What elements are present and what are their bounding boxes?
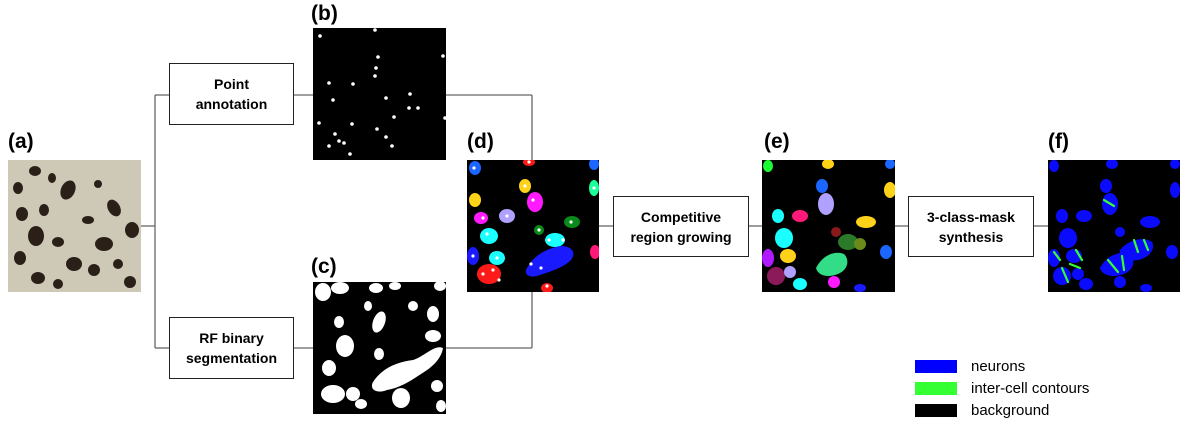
legend-label-neurons: neurons [971,357,1026,375]
region-growing-line1: Competitive [640,208,722,225]
region-growing-box: Competitive region growing [613,196,749,257]
seeded-regions-image [467,160,599,292]
mask-synthesis-line2: synthesis [938,228,1004,245]
instance-segmentation-image [762,160,895,292]
point-annotation-image [313,28,446,160]
rf-segmentation-line2: segmentation [185,350,277,366]
panel-label-e: (e) [764,130,790,153]
point-annotation-line1: Point [213,76,249,92]
rf-segmentation-line1: RF binary [199,330,264,346]
mask-synthesis-box: 3-class-mask synthesis [908,196,1034,257]
legend-label-contours: inter-cell contours [971,379,1090,397]
panel-label-d: (d) [467,130,494,153]
panel-label-b: (b) [311,2,338,25]
three-class-mask-image [1048,160,1180,292]
legend-item-neurons: neurons [915,357,1025,375]
panel-label-a: (a) [8,130,34,153]
legend-swatch-background [915,403,957,417]
legend-swatch-neurons [915,359,957,373]
mask-synthesis-line1: 3-class-mask [927,208,1015,225]
panel-label-f: (f) [1048,130,1069,153]
microscopy-image [8,160,141,292]
point-annotation-box: Point annotation [169,63,294,125]
rf-segmentation-box: RF binary segmentation [169,317,294,379]
binary-segmentation-image [313,282,446,414]
legend-item-background: background [915,401,1049,419]
region-growing-line2: region growing [630,228,732,245]
legend-item-contours: inter-cell contours [915,379,1089,397]
point-annotation-line2: annotation [195,96,268,112]
legend-swatch-contours [915,381,957,395]
legend-label-background: background [971,401,1050,419]
panel-label-c: (c) [311,255,337,278]
